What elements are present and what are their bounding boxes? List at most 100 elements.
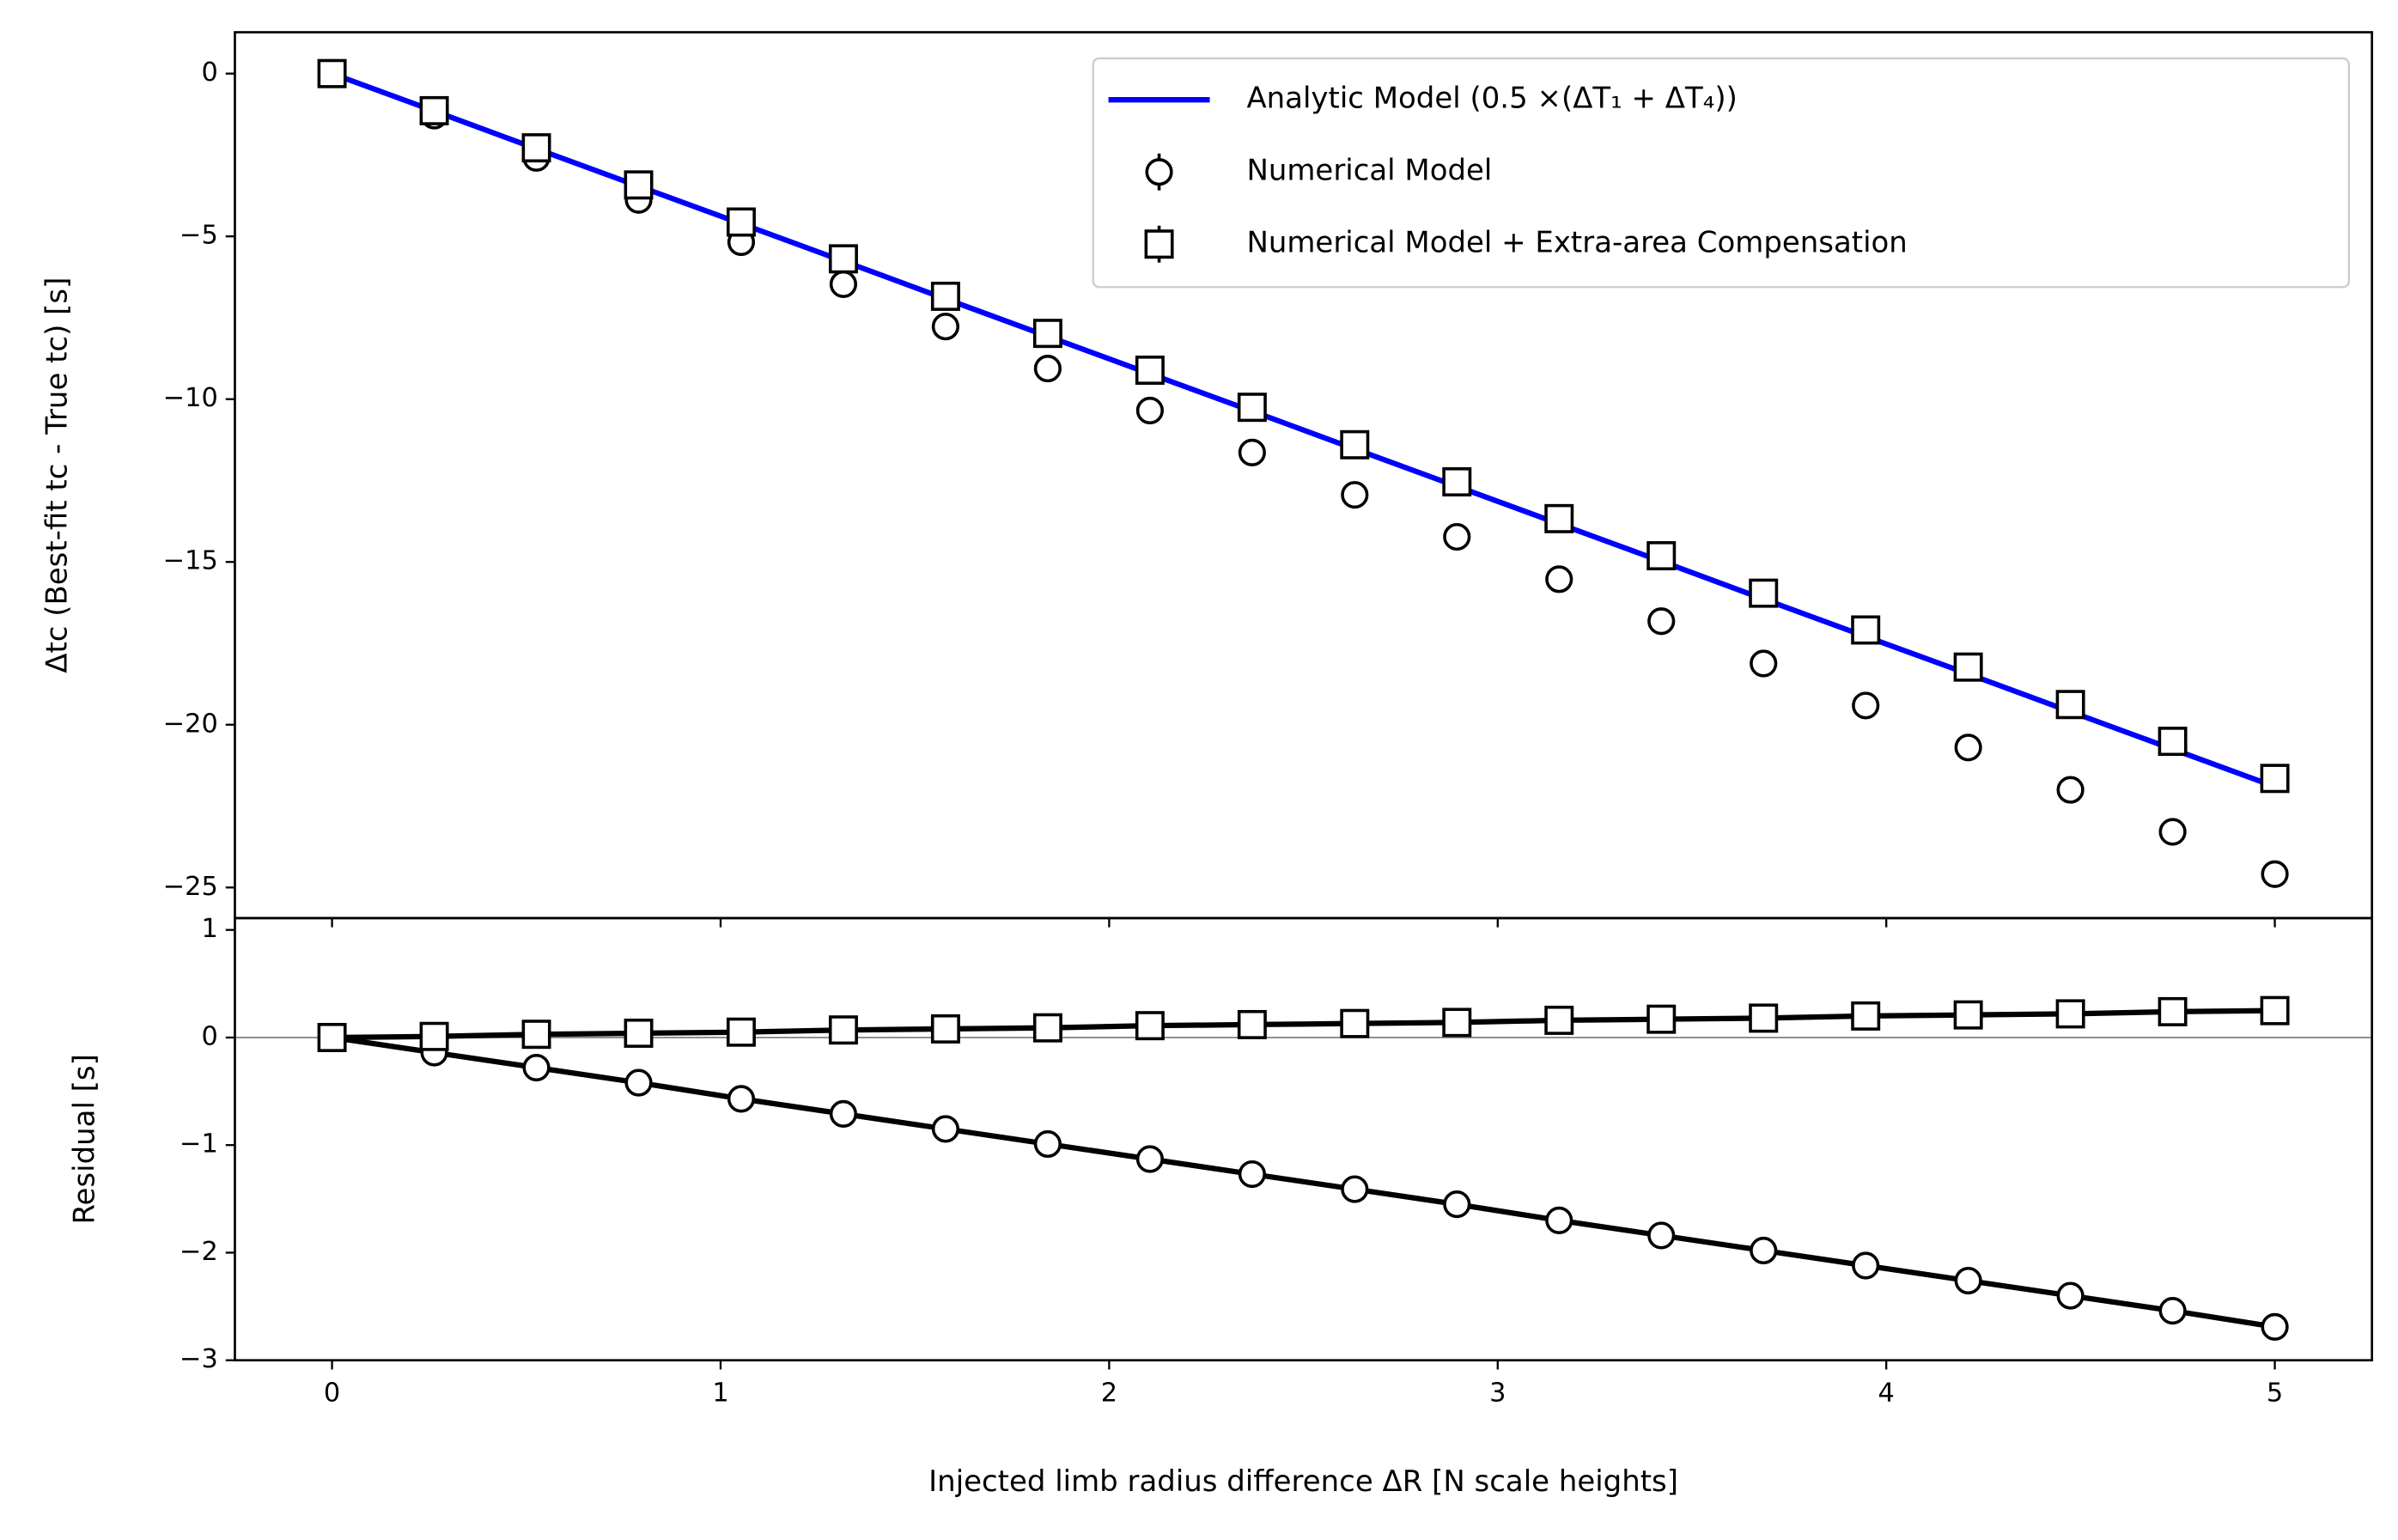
- marker: [2260, 995, 2290, 1026]
- marker: [317, 1022, 347, 1052]
- marker: [1443, 1190, 1471, 1219]
- x-tick-label: 4: [1878, 1379, 1895, 1409]
- marker: [930, 1013, 960, 1044]
- y-tick-label: −2: [180, 1237, 218, 1267]
- marker: [1953, 652, 1983, 682]
- marker: [2158, 1297, 2187, 1325]
- marker: [931, 1115, 960, 1143]
- x-tick-label: 1: [712, 1379, 728, 1409]
- marker: [1749, 578, 1779, 608]
- marker: [1953, 1000, 1983, 1030]
- marker: [1544, 503, 1574, 533]
- marker: [1852, 691, 1880, 720]
- marker: [1852, 1251, 1880, 1280]
- marker: [1135, 1011, 1165, 1041]
- marker: [1341, 481, 1369, 509]
- marker: [1145, 158, 1173, 186]
- marker: [419, 1021, 449, 1051]
- marker: [2056, 1281, 2085, 1310]
- legend-box: [1092, 57, 2351, 289]
- x-tick-label: 2: [1101, 1379, 1117, 1409]
- marker: [1545, 1206, 1573, 1234]
- y-tick-label: −3: [180, 1344, 218, 1374]
- series-line: [332, 1007, 2275, 1041]
- marker: [1135, 396, 1164, 425]
- marker: [1545, 565, 1573, 593]
- marker: [522, 1053, 551, 1082]
- marker: [419, 95, 449, 125]
- y-tick-label: −1: [180, 1129, 218, 1160]
- y-tick-label: −15: [163, 546, 218, 576]
- marker: [2261, 1312, 2289, 1341]
- x-tick-label: 3: [1489, 1379, 1506, 1409]
- marker: [624, 170, 654, 200]
- series-line: [332, 1034, 2276, 1330]
- marker: [2056, 776, 2085, 804]
- y-tick-label: 1: [201, 914, 217, 944]
- marker: [931, 313, 960, 341]
- marker: [1238, 1160, 1266, 1189]
- x-tick-label: 5: [2267, 1379, 2283, 1409]
- marker: [2158, 818, 2187, 846]
- y-tick-label: −25: [163, 872, 218, 902]
- marker: [1135, 1145, 1164, 1173]
- marker: [521, 1020, 551, 1050]
- marker: [1750, 649, 1778, 678]
- marker: [1135, 356, 1165, 385]
- marker: [624, 1068, 653, 1097]
- y-tick-label: 0: [201, 1021, 217, 1051]
- marker: [1237, 1009, 1267, 1039]
- x-axis-label: Injected limb radius difference ΔR [N sc…: [928, 1464, 1678, 1499]
- marker: [1033, 1129, 1062, 1159]
- marker: [829, 270, 858, 299]
- marker: [1340, 1008, 1370, 1038]
- marker: [1647, 1221, 1676, 1250]
- marker: [1750, 1236, 1778, 1265]
- marker: [2055, 690, 2085, 720]
- marker: [317, 58, 347, 88]
- y-axis-label: Δtc (Best-fit tc - True tc) [s]: [40, 277, 74, 673]
- marker: [2158, 996, 2188, 1026]
- marker: [1544, 1005, 1574, 1035]
- marker: [2055, 999, 2085, 1029]
- marker: [930, 281, 960, 311]
- marker: [1032, 1013, 1062, 1043]
- y-tick-label: −10: [163, 383, 218, 413]
- marker: [1851, 1001, 1881, 1031]
- legend-label: Analytic Model (0.5 ×(ΔT₁ + ΔT₄)): [1246, 82, 1737, 116]
- marker: [726, 207, 756, 237]
- x-tick-label: 0: [324, 1379, 340, 1409]
- marker: [1144, 229, 1174, 259]
- marker: [1647, 607, 1676, 636]
- marker: [2260, 764, 2290, 794]
- marker: [521, 133, 551, 163]
- marker: [1033, 355, 1062, 383]
- marker: [726, 1017, 756, 1047]
- y-tick-label: −20: [163, 709, 218, 739]
- marker: [1443, 522, 1471, 551]
- y-tick-label: −5: [180, 221, 218, 251]
- marker: [1340, 429, 1370, 460]
- series-line: [331, 70, 2276, 789]
- marker: [1442, 1007, 1472, 1038]
- marker: [1749, 1003, 1779, 1033]
- y-axis-label: Residual [s]: [68, 1054, 102, 1224]
- marker: [1954, 733, 1982, 762]
- marker: [1238, 438, 1266, 466]
- marker: [1646, 1004, 1677, 1034]
- marker: [1646, 541, 1677, 571]
- marker: [1237, 393, 1267, 423]
- axes-frame: [234, 916, 2374, 1362]
- marker: [829, 1099, 858, 1128]
- marker: [1341, 1175, 1369, 1203]
- marker: [1851, 615, 1881, 645]
- marker: [828, 244, 858, 274]
- marker: [727, 1085, 756, 1113]
- marker: [2158, 727, 2188, 757]
- marker: [624, 1018, 654, 1048]
- marker: [1032, 319, 1062, 349]
- marker: [1442, 467, 1472, 496]
- marker: [1954, 1266, 1982, 1295]
